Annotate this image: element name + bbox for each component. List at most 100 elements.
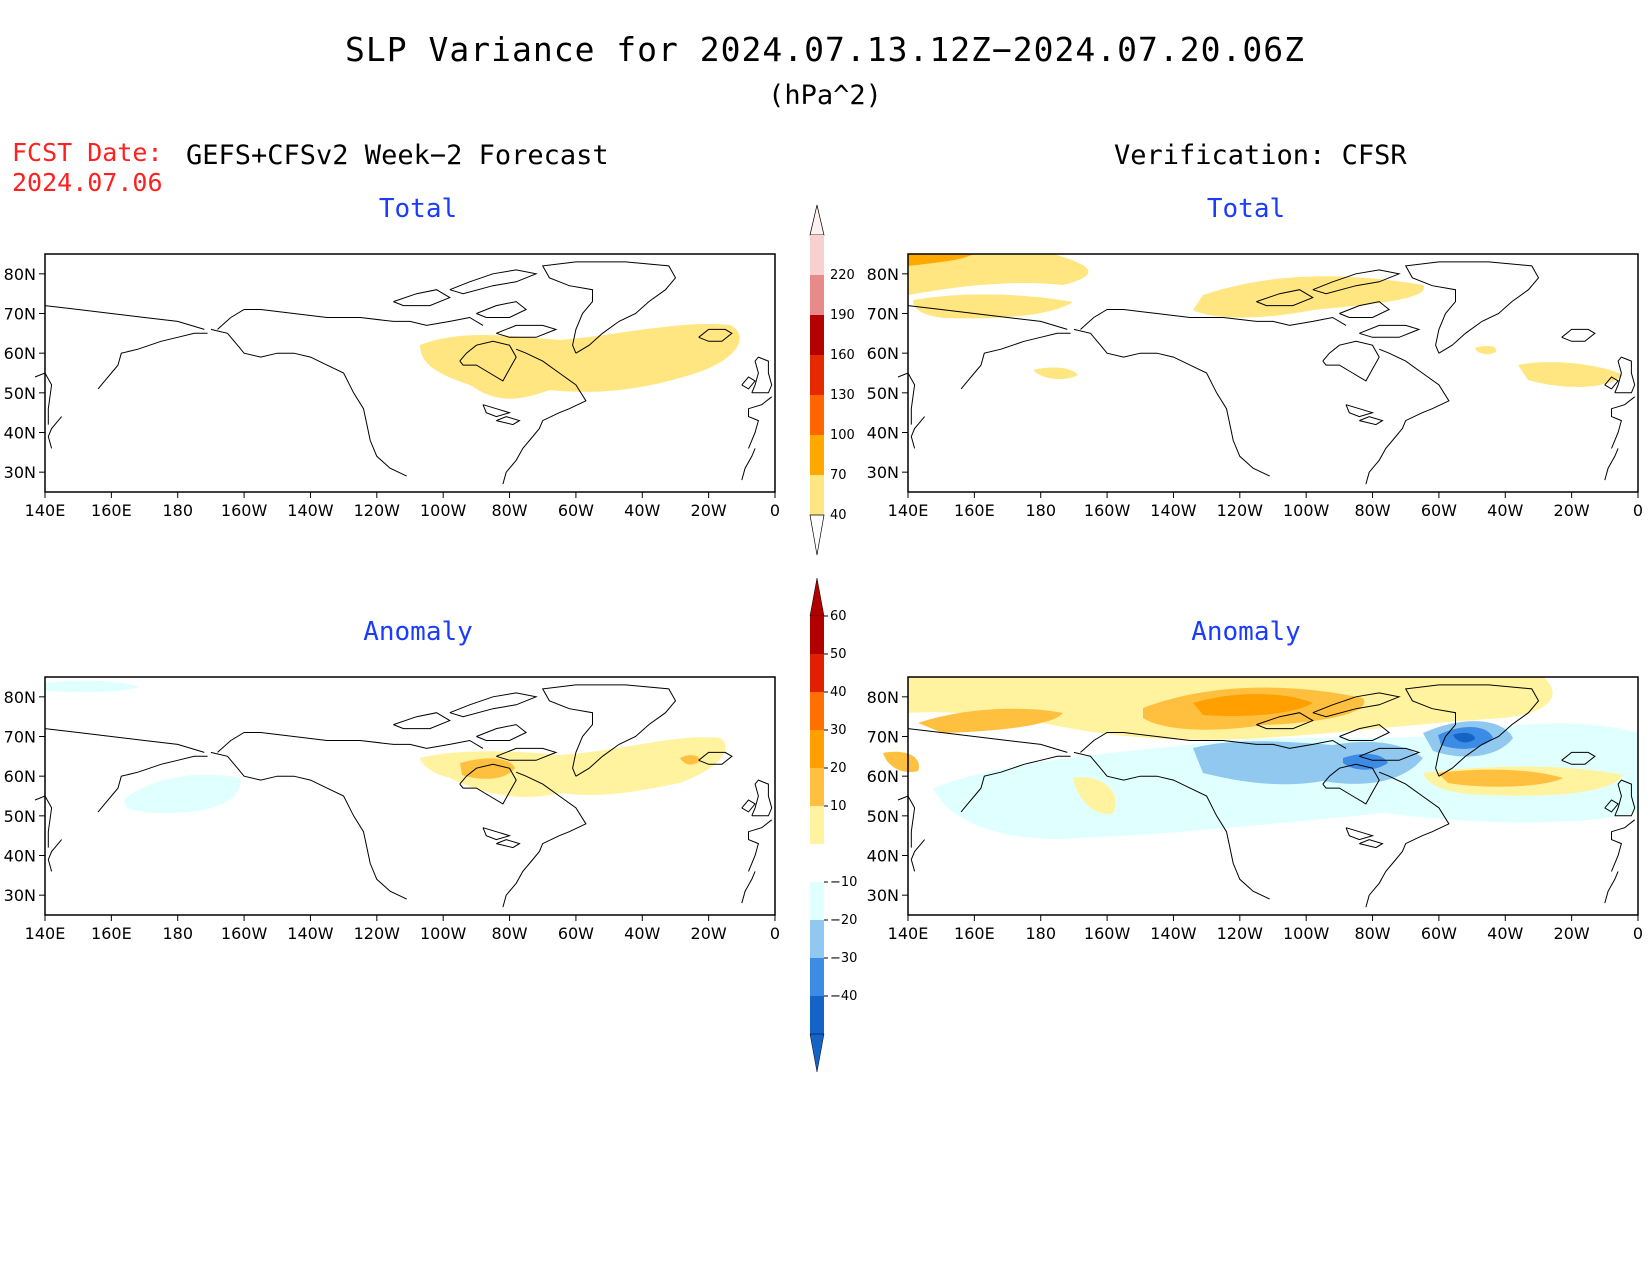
colorbar-total-swatch (810, 435, 824, 475)
y-tick-label: 60N (867, 767, 899, 786)
colorbar-total-label: 160 (830, 348, 855, 363)
colorbar-anomaly-label: 50 (830, 647, 847, 662)
coastline-segment (97, 332, 208, 390)
colorbar-total-swatch (810, 275, 824, 315)
verification-header: Verification: CFSR (1114, 140, 1407, 171)
figure-units: (hPa^2) (768, 80, 882, 111)
x-tick-label: 140E (25, 501, 66, 520)
coastline-segment (1080, 309, 1347, 330)
y-tick-label: 70N (4, 305, 36, 324)
coastline-segment (1604, 376, 1619, 390)
y-tick-label: 80N (4, 265, 36, 284)
coastline-segment (910, 416, 925, 449)
coastline-segment (960, 332, 1071, 390)
x-tick-label: 160W (221, 924, 268, 943)
coastline-segment (907, 305, 1068, 330)
y-tick-label: 80N (867, 688, 899, 707)
coastline-segment (502, 348, 587, 485)
x-tick-label: 60W (558, 924, 594, 943)
shade-40 (420, 323, 740, 399)
coastline-segment (1359, 839, 1384, 849)
colorbar-anomaly: 60 50 40 30 20 10 −10 −20 −30 −40 (809, 577, 857, 1073)
coastline-segment (741, 448, 756, 481)
coastline-segment (1345, 404, 1375, 418)
coastline-segment (393, 712, 451, 730)
coastline-segment (1339, 724, 1391, 741)
shade-40-small (1475, 345, 1497, 355)
shade-20-small (680, 755, 700, 765)
colorbar-total-label: 100 (830, 428, 855, 443)
x-tick-label: 180 (1025, 501, 1056, 520)
coastline-segment (897, 372, 916, 425)
x-tick-label: 60W (558, 501, 594, 520)
colorbar-anomaly-label: −30 (830, 951, 857, 966)
coastline-segment (1365, 771, 1450, 908)
y-tick-label: 50N (4, 807, 36, 826)
colorbar-anomaly-label: 60 (830, 609, 847, 624)
x-tick-label: 80W (491, 501, 527, 520)
coastline-segment (910, 839, 925, 872)
x-tick-label: 20W (691, 924, 727, 943)
panel-title-bottom-left: Anomaly (363, 617, 473, 647)
coastline-segment (476, 301, 528, 318)
x-tick-label: 160W (1084, 501, 1131, 520)
colorbar-anomaly-swatch (810, 996, 824, 1034)
map-verification-total: 140E 160E 180 160W 140W 120W 100W 80W 60W 40W 20W 0… (867, 253, 1643, 520)
y-tick-label: 70N (867, 305, 899, 324)
colorbar-anomaly-extend-bottom (809, 1033, 825, 1073)
y-tick-label: 60N (4, 767, 36, 786)
coastline-segment (960, 755, 1071, 813)
x-tick-label: 80W (491, 924, 527, 943)
coastline-segment (1604, 799, 1619, 813)
coastline-segment (1561, 751, 1596, 765)
map-forecast-anomaly: 140E 160E 180 160W 140W 120W 100W 80W 60W 40W 20W 0… (4, 676, 780, 943)
y-tick-label: 50N (867, 384, 899, 403)
colorbar-total: 40 70 100 130 160 190 220 (809, 204, 855, 556)
coastline-segment (47, 416, 62, 449)
shading (883, 677, 1638, 839)
coastline-segment (496, 324, 558, 338)
coastline-segment (541, 261, 677, 354)
shade-20-alaska (918, 708, 1063, 733)
panel-title-top-left: Total (378, 194, 458, 224)
coastline-segment (907, 728, 1068, 753)
coastlines (897, 261, 1636, 485)
coastline-segment (496, 747, 558, 761)
coastline-segment (217, 732, 484, 753)
colorbar-total-label: 70 (830, 468, 847, 483)
coastline-segment (897, 795, 916, 848)
colorbar-total-swatch (810, 355, 824, 395)
x-tick-label: 120W (1217, 924, 1264, 943)
frame (44, 253, 776, 493)
y-tick-label: 50N (4, 384, 36, 403)
x-tick-label: 120W (354, 924, 401, 943)
x-tick-label: 0 (1633, 501, 1643, 520)
colorbar-total-label: 190 (830, 308, 855, 323)
coastline-segment (1404, 684, 1540, 777)
x-tick-label: 160E (91, 501, 132, 520)
coastline-segment (34, 372, 53, 425)
coastline-segment (698, 751, 733, 765)
colorbar-anomaly-swatch (810, 730, 824, 768)
x-tick-label: 40W (1487, 924, 1523, 943)
y-tick-label: 40N (4, 847, 36, 866)
shade-40-atlantic (1518, 362, 1623, 387)
y-tick-label: 60N (4, 344, 36, 363)
fcst-label: FCST Date: (12, 138, 163, 167)
coastline-segment (1256, 289, 1314, 307)
coastlines (34, 684, 773, 908)
shade-40-northwest (908, 254, 1089, 295)
x-tick-label: 140E (888, 501, 929, 520)
colorbar-anomaly-swatch (810, 768, 824, 806)
coastline-segment (1322, 340, 1380, 382)
coastlines (897, 684, 1636, 908)
figure-title: SLP Variance for 2024.07.13.12Z−2024.07.… (345, 30, 1305, 69)
y-tick-label: 30N (4, 463, 36, 482)
coastline-segment (1322, 763, 1380, 805)
coastline-segment (44, 305, 205, 330)
frame (44, 676, 776, 916)
colorbar-total-label: 130 (830, 388, 855, 403)
shading (908, 254, 1623, 387)
y-tick-label: 60N (867, 344, 899, 363)
x-tick-label: 100W (420, 501, 467, 520)
